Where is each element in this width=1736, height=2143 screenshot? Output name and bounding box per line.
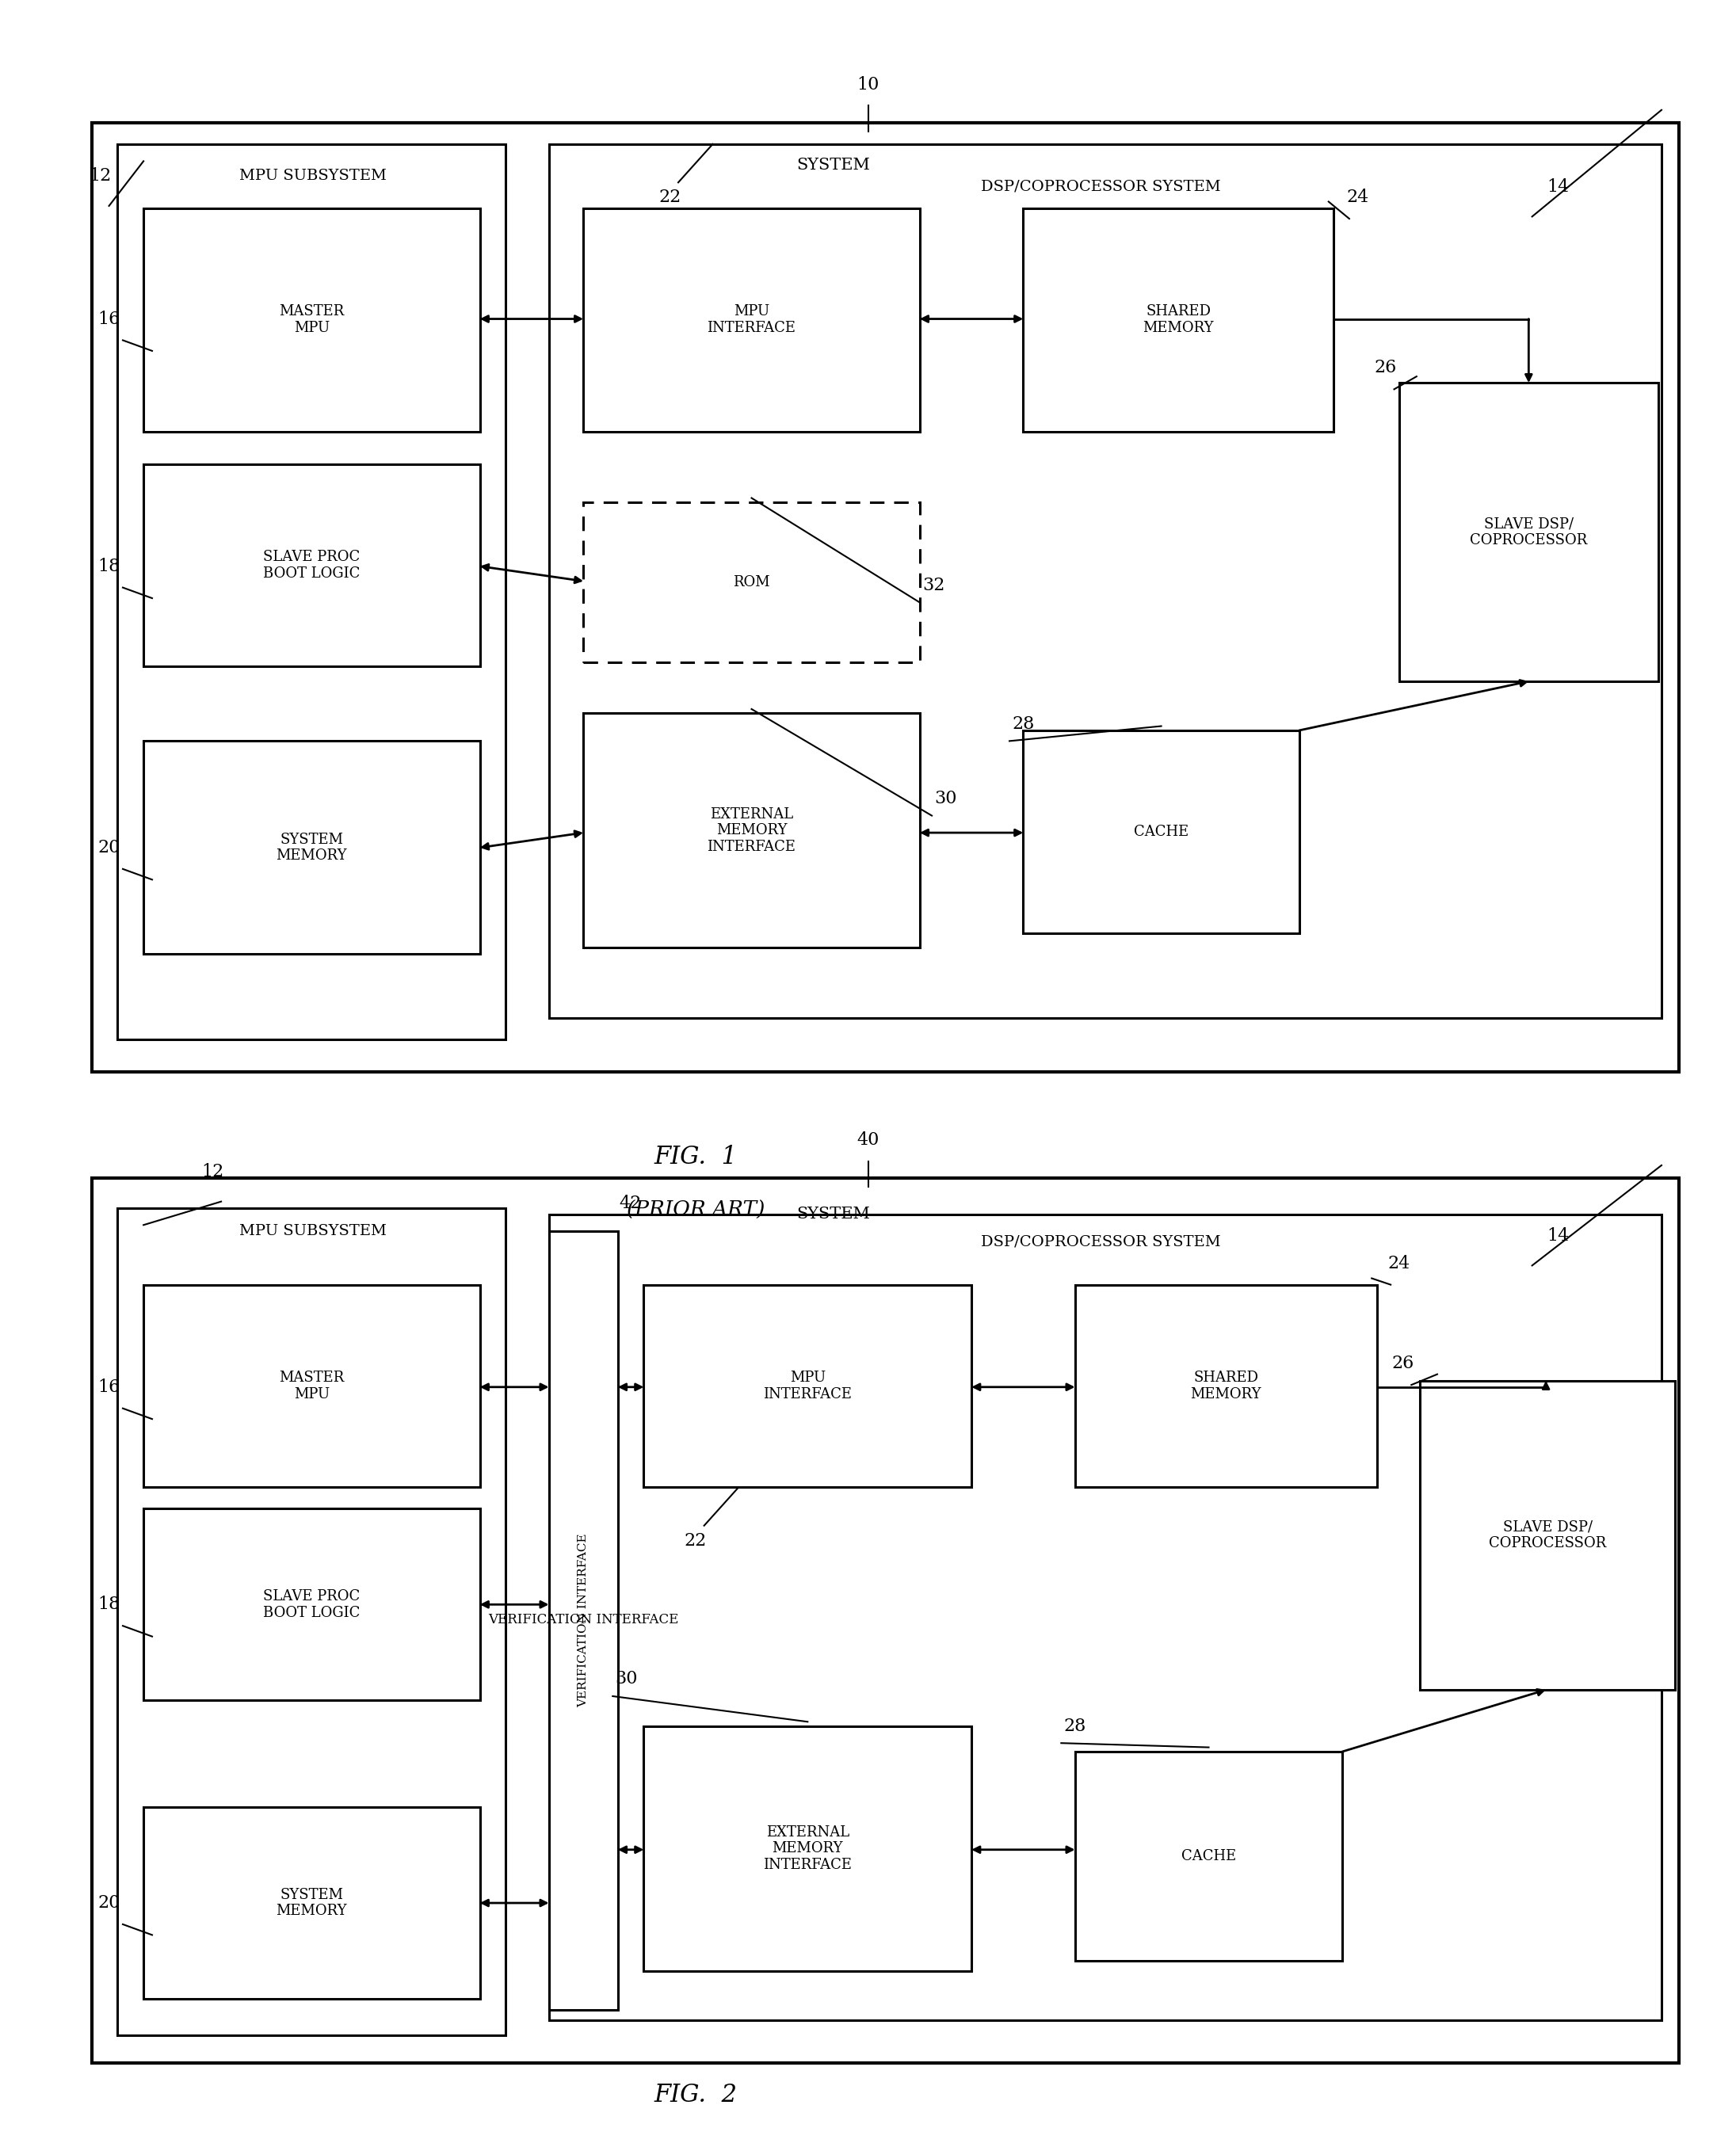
Text: 28: 28 [1012, 716, 1035, 733]
Text: 26: 26 [1392, 1354, 1413, 1372]
FancyBboxPatch shape [1023, 208, 1333, 433]
Text: 18: 18 [97, 557, 120, 574]
Text: 24: 24 [1347, 189, 1370, 206]
Text: SYSTEM
MEMORY: SYSTEM MEMORY [276, 831, 347, 864]
Text: SYSTEM: SYSTEM [797, 1207, 870, 1222]
Text: 22: 22 [684, 1532, 707, 1549]
Text: CACHE: CACHE [1134, 825, 1189, 838]
FancyBboxPatch shape [144, 208, 479, 433]
Text: SLAVE PROC
BOOT LOGIC: SLAVE PROC BOOT LOGIC [264, 551, 359, 581]
FancyBboxPatch shape [549, 1232, 618, 2010]
Text: MPU
INTERFACE: MPU INTERFACE [707, 304, 795, 334]
FancyBboxPatch shape [644, 1725, 972, 1972]
Text: SLAVE PROC
BOOT LOGIC: SLAVE PROC BOOT LOGIC [264, 1590, 359, 1620]
FancyBboxPatch shape [1075, 1751, 1342, 1961]
Text: MPU SUBSYSTEM: MPU SUBSYSTEM [240, 1224, 385, 1239]
FancyBboxPatch shape [583, 501, 920, 662]
Text: SYSTEM
MEMORY: SYSTEM MEMORY [276, 1888, 347, 1918]
FancyBboxPatch shape [118, 1209, 505, 2036]
Text: 30: 30 [615, 1669, 637, 1689]
Text: 20: 20 [97, 838, 120, 857]
FancyBboxPatch shape [1023, 731, 1299, 932]
Text: 26: 26 [1375, 360, 1397, 377]
Text: 22: 22 [658, 189, 681, 206]
Text: ROM: ROM [733, 574, 771, 589]
Text: FIG.  2: FIG. 2 [654, 2083, 738, 2107]
Text: 20: 20 [97, 1894, 120, 1912]
FancyBboxPatch shape [1075, 1284, 1377, 1487]
FancyBboxPatch shape [644, 1284, 972, 1487]
FancyBboxPatch shape [92, 122, 1679, 1072]
FancyBboxPatch shape [144, 463, 479, 666]
Text: SYSTEM: SYSTEM [797, 159, 870, 174]
Text: SHARED
MEMORY: SHARED MEMORY [1142, 304, 1213, 334]
FancyBboxPatch shape [1420, 1380, 1675, 1691]
FancyBboxPatch shape [118, 144, 505, 1039]
Text: VERIFICATION INTERFACE: VERIFICATION INTERFACE [578, 1534, 589, 1708]
FancyBboxPatch shape [549, 1215, 1661, 2021]
Text: DSP/COPROCESSOR SYSTEM: DSP/COPROCESSOR SYSTEM [981, 1234, 1220, 1249]
Text: 24: 24 [1389, 1254, 1410, 1273]
Text: MASTER
MPU: MASTER MPU [279, 304, 344, 334]
Text: MPU
INTERFACE: MPU INTERFACE [764, 1372, 852, 1402]
FancyBboxPatch shape [144, 1284, 479, 1487]
Text: 32: 32 [922, 576, 944, 594]
FancyBboxPatch shape [583, 208, 920, 433]
Text: SHARED
MEMORY: SHARED MEMORY [1191, 1372, 1262, 1402]
Text: 12: 12 [201, 1164, 224, 1181]
Text: 28: 28 [1064, 1717, 1087, 1734]
Text: 40: 40 [858, 1132, 878, 1149]
FancyBboxPatch shape [92, 1179, 1679, 2064]
Text: 30: 30 [934, 791, 957, 808]
Text: SLAVE DSP/
COPROCESSOR: SLAVE DSP/ COPROCESSOR [1470, 516, 1587, 546]
Text: 14: 14 [1547, 178, 1569, 195]
Text: 14: 14 [1547, 1228, 1569, 1245]
Text: FIG.  1: FIG. 1 [654, 1144, 738, 1170]
Text: 18: 18 [97, 1597, 120, 1614]
Text: VERIFICATION INTERFACE: VERIFICATION INTERFACE [488, 1614, 679, 1627]
Text: (PRIOR ART): (PRIOR ART) [627, 1200, 764, 1219]
Text: 12: 12 [89, 167, 111, 184]
FancyBboxPatch shape [144, 741, 479, 954]
Text: DSP/COPROCESSOR SYSTEM: DSP/COPROCESSOR SYSTEM [981, 180, 1220, 193]
Text: 16: 16 [97, 1378, 120, 1395]
Text: 16: 16 [97, 311, 120, 328]
Text: CACHE: CACHE [1180, 1849, 1236, 1862]
FancyBboxPatch shape [1399, 384, 1658, 681]
FancyBboxPatch shape [144, 1509, 479, 1699]
FancyBboxPatch shape [144, 1807, 479, 1999]
Text: MPU SUBSYSTEM: MPU SUBSYSTEM [240, 169, 385, 182]
FancyBboxPatch shape [583, 714, 920, 947]
Text: EXTERNAL
MEMORY
INTERFACE: EXTERNAL MEMORY INTERFACE [764, 1826, 852, 1873]
Text: 42: 42 [618, 1196, 641, 1213]
Text: SLAVE DSP/
COPROCESSOR: SLAVE DSP/ COPROCESSOR [1489, 1519, 1606, 1552]
Text: EXTERNAL
MEMORY
INTERFACE: EXTERNAL MEMORY INTERFACE [707, 808, 795, 855]
Text: MASTER
MPU: MASTER MPU [279, 1372, 344, 1402]
Text: 10: 10 [858, 75, 878, 92]
FancyBboxPatch shape [549, 144, 1661, 1018]
